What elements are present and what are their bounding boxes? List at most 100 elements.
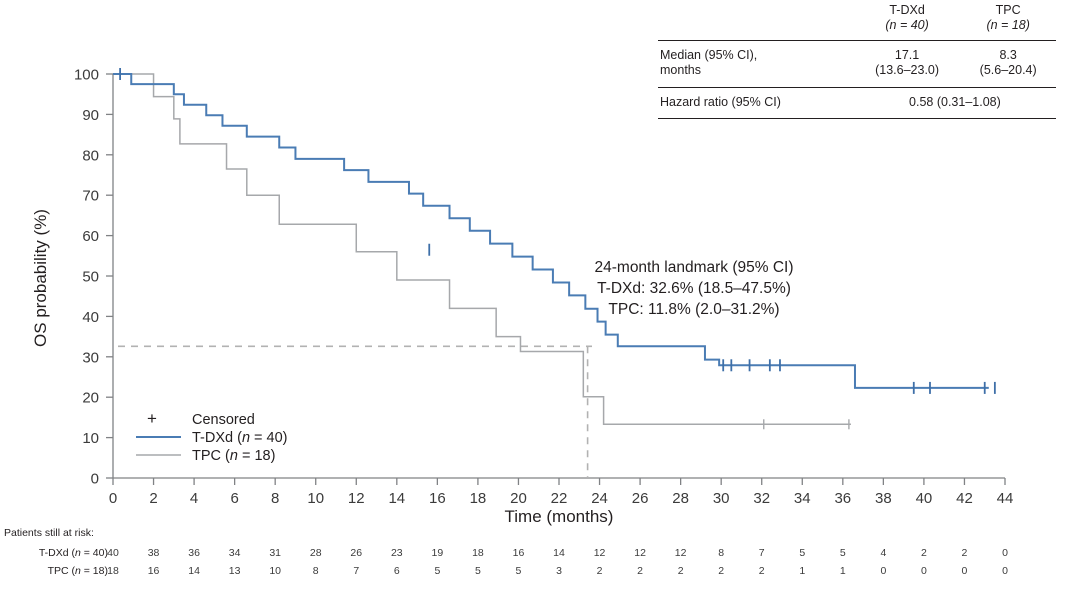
summary-row-median: Median (95% CI), months 17.1 (13.6–23.0)…	[658, 41, 1056, 88]
x-ticklabel-44: 44	[997, 490, 1014, 507]
summary-rule-mid-cell	[658, 87, 1056, 88]
summary-header-tpc-n: (n = 18)	[986, 18, 1030, 33]
risk-value: 34	[228, 547, 241, 559]
risk-value: 28	[309, 547, 322, 559]
y-axis-title: OS probability (%)	[31, 209, 50, 347]
risk-value: 12	[634, 547, 646, 559]
landmark-annotation-line2: T-DXd: 32.6% (18.5–47.5%)	[597, 280, 791, 297]
risk-value: 5	[434, 565, 441, 577]
summary-header-tdxd: T-DXd (n = 40)	[854, 2, 961, 40]
summary-header-tpc: TPC (n = 18)	[960, 2, 1056, 40]
x-ticklabel-2: 2	[149, 490, 157, 507]
legend-tpc-label: TPC (n = 18)	[192, 448, 275, 464]
chart-legend: + Censored T-DXd (n = 40) TPC (n = 18)	[136, 409, 288, 464]
tpc-censored-marks	[763, 419, 850, 430]
risk-value: 5	[799, 547, 806, 559]
x-axis-ticks	[112, 478, 1006, 485]
risk-value: 12	[674, 547, 687, 559]
summary-row-median-tdxd-l2: (13.6–23.0)	[875, 63, 940, 78]
risk-value: 16	[147, 565, 160, 577]
summary-header-tpc-name: TPC	[995, 3, 1021, 17]
x-ticklabel-14: 14	[388, 490, 405, 507]
risk-value: 13	[228, 565, 241, 577]
x-ticklabel-24: 24	[591, 490, 608, 507]
risk-value: 19	[431, 547, 444, 559]
risk-row-tpc-label: TPC (n = 18)	[47, 565, 108, 577]
x-ticklabel-42: 42	[956, 490, 973, 507]
tdxd-survival-curve	[113, 73, 989, 389]
risk-value: 2	[758, 565, 765, 577]
risk-value: 7	[758, 547, 765, 559]
risk-value: 6	[393, 565, 400, 577]
summary-row-hazard-label: Hazard ratio (95% CI)	[660, 94, 781, 109]
risk-value: 40	[107, 547, 119, 559]
x-ticklabel-32: 32	[753, 490, 770, 507]
summary-row-median-label: Median (95% CI), months	[658, 41, 854, 88]
risk-value: 18	[472, 547, 484, 559]
y-ticklabel-70: 70	[82, 188, 99, 205]
summary-row-median-tpc-l1: 8.3	[999, 47, 1017, 62]
risk-value: 8	[718, 547, 725, 559]
x-ticklabel-40: 40	[916, 490, 933, 507]
risk-value: 8	[312, 565, 319, 577]
summary-rule-top	[658, 39, 1056, 41]
summary-row-median-tdxd: 17.1 (13.6–23.0)	[854, 41, 961, 88]
legend-tdxd-label: T-DXd (n = 40)	[192, 430, 288, 446]
y-ticklabel-100: 100	[74, 67, 99, 84]
tpc-survival-curve	[113, 73, 851, 426]
x-ticklabel-20: 20	[510, 490, 527, 507]
risk-value: 3	[556, 565, 562, 577]
risk-value: 2	[920, 547, 927, 559]
y-ticklabel-90: 90	[82, 107, 99, 124]
y-ticklabel-20: 20	[82, 390, 99, 407]
y-axis-ticks	[106, 73, 113, 479]
risk-value: 14	[188, 565, 200, 577]
risk-value: 0	[961, 565, 968, 577]
x-ticklabel-30: 30	[713, 490, 730, 507]
tdxd-censored-marks	[119, 68, 996, 394]
summary-statistics-table: T-DXd (n = 40) TPC (n = 18) Median (95% …	[658, 2, 1056, 120]
legend-censored-symbol: +	[147, 409, 157, 428]
risk-value: 0	[1002, 547, 1008, 559]
x-ticklabel-4: 4	[190, 490, 198, 507]
x-ticklabel-10: 10	[307, 490, 324, 507]
landmark-annotation-line3: TPC: 11.8% (2.0–31.2%)	[608, 301, 779, 318]
risk-value: 23	[390, 547, 403, 559]
risk-value: 12	[593, 547, 606, 559]
x-ticklabel-38: 38	[875, 490, 892, 507]
risk-value: 18	[107, 565, 119, 577]
x-ticklabel-34: 34	[794, 490, 811, 507]
x-ticklabel-16: 16	[429, 490, 446, 507]
y-ticklabel-0: 0	[91, 471, 99, 488]
summary-rule-bottom	[658, 118, 1056, 120]
risk-value: 5	[515, 565, 522, 577]
landmark-annotation-line1: 24-month landmark (95% CI)	[595, 259, 794, 276]
x-ticklabel-8: 8	[271, 490, 279, 507]
risk-value: 5	[839, 547, 846, 559]
risk-value: 2	[596, 565, 603, 577]
summary-table-header-row: T-DXd (n = 40) TPC (n = 18)	[658, 2, 1056, 40]
summary-row-median-tdxd-l1: 17.1	[894, 47, 920, 62]
risk-value: 1	[839, 565, 846, 577]
risk-value: 0	[880, 565, 887, 577]
x-ticklabel-22: 22	[551, 490, 568, 507]
risk-value: 31	[269, 547, 282, 559]
summary-rule-mid	[658, 87, 1056, 88]
summary-row-hazard-value: 0.58 (0.31–1.08)	[909, 94, 1001, 109]
summary-rule-bottom-cell	[658, 118, 1056, 120]
risk-value: 36	[188, 547, 200, 559]
risk-value: 2	[718, 565, 725, 577]
x-ticklabel-18: 18	[470, 490, 487, 507]
landmark-annotation: 24-month landmark (95% CI) T-DXd: 32.6% …	[595, 259, 794, 318]
x-ticklabel-36: 36	[834, 490, 851, 507]
risk-value: 2	[677, 565, 684, 577]
risk-value: 7	[353, 565, 360, 577]
x-ticklabel-26: 26	[632, 490, 649, 507]
summary-row-median-label-l1: Median (95% CI),	[660, 47, 758, 62]
y-ticklabel-50: 50	[82, 269, 99, 286]
risk-value: 1	[799, 565, 806, 577]
summary-table-element: T-DXd (n = 40) TPC (n = 18) Median (95% …	[658, 2, 1056, 120]
legend-censored-label: Censored	[192, 412, 255, 428]
